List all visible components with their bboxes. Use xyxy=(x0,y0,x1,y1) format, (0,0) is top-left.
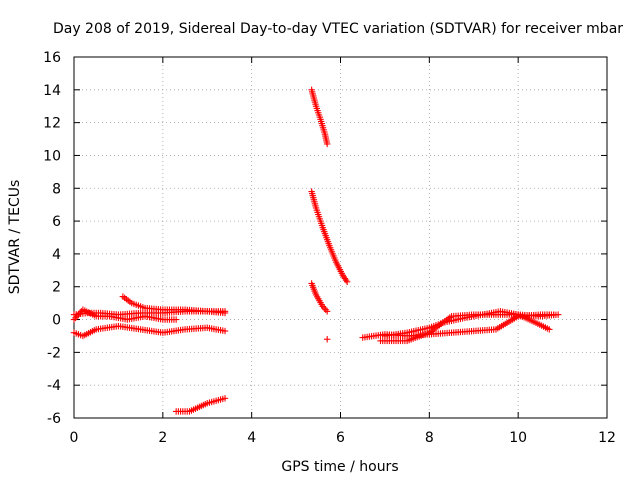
x-tick-label: 6 xyxy=(336,430,345,446)
axis-ticks: 0 2 4 6 8 10 12 -6 -4 -2 0 2 4 6 8 10 12 14 16 xyxy=(43,50,616,446)
data-point xyxy=(323,140,331,148)
data-point xyxy=(322,306,329,313)
y-tick-label: -6 xyxy=(47,411,61,427)
y-tick-label: 4 xyxy=(52,247,61,263)
x-tick-label: 12 xyxy=(598,430,616,446)
x-tick-label: 8 xyxy=(425,430,434,446)
x-tick-label: 10 xyxy=(509,430,527,446)
y-tick-label: 10 xyxy=(43,148,61,164)
data-point xyxy=(221,308,229,315)
y-tick-label: 0 xyxy=(52,313,61,329)
data-points xyxy=(70,86,562,415)
y-tick-label: 14 xyxy=(43,83,61,99)
y-tick-label: 6 xyxy=(52,214,61,230)
y-axis-title: SDTVAR / TECUs xyxy=(7,180,23,295)
data-point xyxy=(323,308,331,315)
x-tick-label: 4 xyxy=(247,430,256,446)
y-tick-label: -4 xyxy=(47,378,61,394)
y-tick-label: 8 xyxy=(52,181,61,197)
data-point xyxy=(323,336,331,343)
x-tick-label: 2 xyxy=(158,430,167,446)
data-point xyxy=(221,395,229,402)
chart-title: Day 208 of 2019, Sidereal Day-to-day VTE… xyxy=(53,21,623,37)
data-point xyxy=(72,314,79,322)
y-tick-label: -2 xyxy=(47,345,61,361)
gridlines xyxy=(74,57,607,418)
data-point xyxy=(221,327,229,335)
x-axis-title: GPS time / hours xyxy=(281,459,398,475)
data-point xyxy=(546,326,553,333)
data-point xyxy=(172,316,180,323)
y-tick-label: 12 xyxy=(43,116,61,132)
data-point xyxy=(343,278,351,286)
x-tick-label: 0 xyxy=(70,430,79,446)
data-point xyxy=(554,311,562,318)
y-tick-label: 2 xyxy=(52,280,61,296)
y-tick-label: 16 xyxy=(43,50,61,66)
